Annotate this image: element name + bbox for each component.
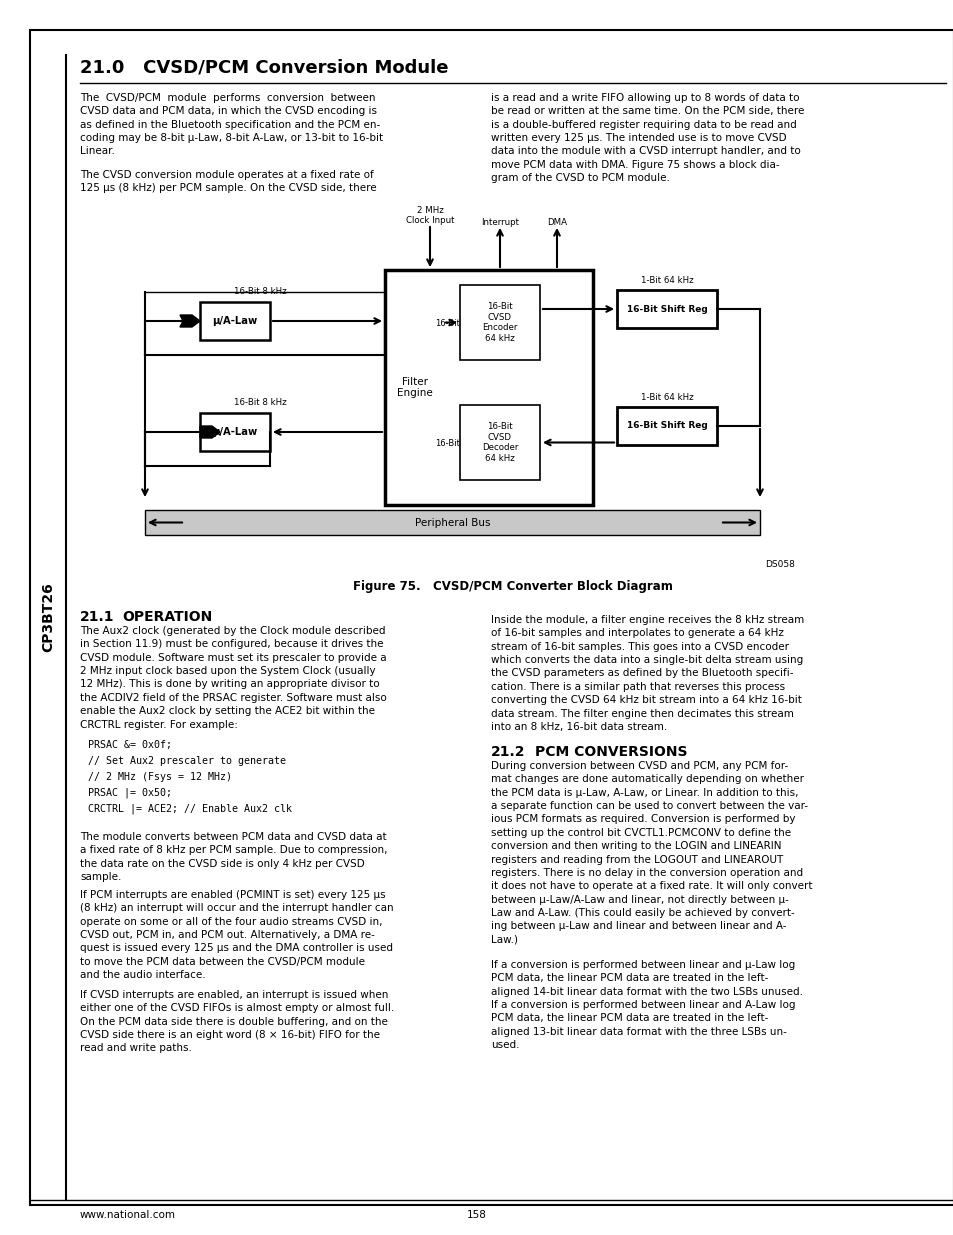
Bar xyxy=(145,510,760,535)
Text: PRSAC |= 0x50;: PRSAC |= 0x50; xyxy=(88,788,172,799)
Text: 21.2: 21.2 xyxy=(490,745,525,760)
Text: Interrupt: Interrupt xyxy=(480,219,518,227)
Bar xyxy=(617,290,717,329)
Text: CP3BT26: CP3BT26 xyxy=(41,582,55,652)
Bar xyxy=(385,270,593,505)
Text: Filter
Engine: Filter Engine xyxy=(396,377,433,399)
Polygon shape xyxy=(180,315,200,327)
Text: 1-Bit 64 kHz: 1-Bit 64 kHz xyxy=(640,275,693,285)
Text: PRSAC &= 0x0f;: PRSAC &= 0x0f; xyxy=(88,740,172,750)
Text: 16-Bit
CVSD
Encoder
64 kHz: 16-Bit CVSD Encoder 64 kHz xyxy=(482,303,517,342)
Bar xyxy=(617,408,717,445)
Text: 21.1: 21.1 xyxy=(80,610,114,624)
Text: 16-Bit: 16-Bit xyxy=(436,438,460,447)
Text: If PCM interrupts are enabled (PCMINT is set) every 125 μs
(8 kHz) an interrupt : If PCM interrupts are enabled (PCMINT is… xyxy=(80,890,394,981)
Text: is a read and a write FIFO allowing up to 8 words of data to
be read or written : is a read and a write FIFO allowing up t… xyxy=(490,93,803,183)
Bar xyxy=(459,405,539,480)
Text: DS058: DS058 xyxy=(764,559,794,569)
Text: Figure 75.   CVSD/PCM Converter Block Diagram: Figure 75. CVSD/PCM Converter Block Diag… xyxy=(353,580,672,593)
Text: 158: 158 xyxy=(467,1210,486,1220)
Text: Peripheral Bus: Peripheral Bus xyxy=(415,517,490,527)
Text: 16-Bit 8 kHz: 16-Bit 8 kHz xyxy=(233,398,286,408)
Text: DMA: DMA xyxy=(546,219,566,227)
Text: The CVSD conversion module operates at a fixed rate of
125 μs (8 kHz) per PCM sa: The CVSD conversion module operates at a… xyxy=(80,170,376,194)
Text: CRCTRL |= ACE2; // Enable Aux2 clk: CRCTRL |= ACE2; // Enable Aux2 clk xyxy=(88,804,292,815)
Text: 21.0   CVSD/PCM Conversion Module: 21.0 CVSD/PCM Conversion Module xyxy=(80,58,448,77)
Text: The Aux2 clock (generated by the Clock module described
in Section 11.9) must be: The Aux2 clock (generated by the Clock m… xyxy=(80,626,386,730)
Text: 2 MHz
Clock Input: 2 MHz Clock Input xyxy=(405,205,454,225)
Text: 16-Bit Shift Reg: 16-Bit Shift Reg xyxy=(626,305,706,314)
Text: The  CVSD/PCM  module  performs  conversion  between
CVSD data and PCM data, in : The CVSD/PCM module performs conversion … xyxy=(80,93,383,157)
Text: OPERATION: OPERATION xyxy=(122,610,212,624)
Text: 16-Bit: 16-Bit xyxy=(436,319,460,327)
Text: www.national.com: www.national.com xyxy=(80,1210,175,1220)
Text: 1-Bit 64 kHz: 1-Bit 64 kHz xyxy=(640,393,693,403)
Text: 16-Bit
CVSD
Decoder
64 kHz: 16-Bit CVSD Decoder 64 kHz xyxy=(481,422,517,463)
Text: If a conversion is performed between linear and μ-Law log
PCM data, the linear P: If a conversion is performed between lin… xyxy=(490,960,801,1050)
Bar xyxy=(459,285,539,359)
Text: If CVSD interrupts are enabled, an interrupt is issued when
either one of the CV: If CVSD interrupts are enabled, an inter… xyxy=(80,990,394,1053)
Text: μ/A-Law: μ/A-Law xyxy=(213,316,257,326)
Bar xyxy=(200,303,270,340)
Text: 16-Bit 8 kHz: 16-Bit 8 kHz xyxy=(233,287,286,296)
Text: The module converts between PCM data and CVSD data at
a fixed rate of 8 kHz per : The module converts between PCM data and… xyxy=(80,832,387,882)
Text: 16-Bit Shift Reg: 16-Bit Shift Reg xyxy=(626,421,706,431)
Text: μ/A-Law: μ/A-Law xyxy=(213,427,257,437)
Text: PCM CONVERSIONS: PCM CONVERSIONS xyxy=(534,745,686,760)
Bar xyxy=(200,412,270,451)
Text: Inside the module, a filter engine receives the 8 kHz stream
of 16-bit samples a: Inside the module, a filter engine recei… xyxy=(490,615,803,732)
Text: During conversion between CVSD and PCM, any PCM for-
mat changes are done automa: During conversion between CVSD and PCM, … xyxy=(490,761,811,945)
Text: // Set Aux2 prescaler to generate: // Set Aux2 prescaler to generate xyxy=(88,756,286,766)
Text: // 2 MHz (Fsys = 12 MHz): // 2 MHz (Fsys = 12 MHz) xyxy=(88,772,232,782)
Polygon shape xyxy=(200,426,220,438)
